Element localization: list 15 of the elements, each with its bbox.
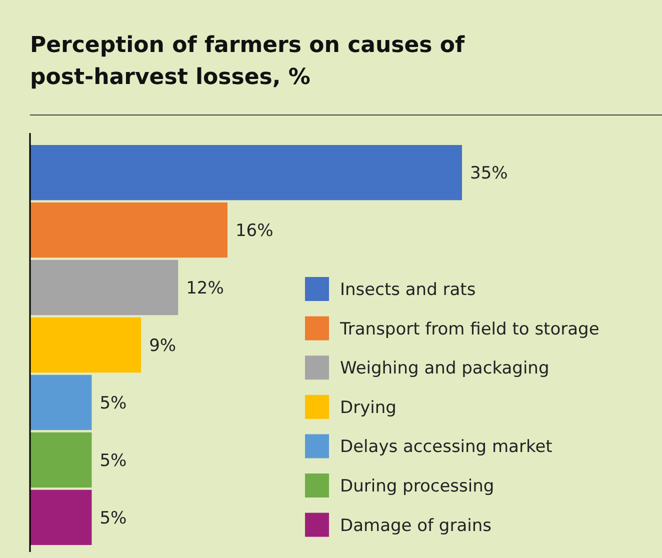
- data-label: 5%: [100, 508, 127, 528]
- legend-label: Weighing and packaging: [340, 358, 550, 379]
- data-label: 5%: [100, 450, 127, 471]
- legend-label: Damage of grains: [340, 516, 492, 536]
- legend-label: During processing: [340, 476, 494, 496]
- legend-label: Insects and rats: [340, 280, 476, 300]
- data-label: 9%: [149, 336, 176, 356]
- data-label: 16%: [235, 221, 274, 242]
- legend-label: Drying: [340, 398, 396, 418]
- chart-title: Perception of farmers on causes of post-harvest losses, %: [30, 33, 466, 90]
- data-label: 12%: [186, 278, 224, 298]
- data-label: 5%: [100, 393, 127, 414]
- data-label: 35%: [470, 164, 508, 184]
- legend-label: Delays accessing market: [340, 437, 553, 458]
- legend-label: Transport from field to storage: [339, 319, 600, 340]
